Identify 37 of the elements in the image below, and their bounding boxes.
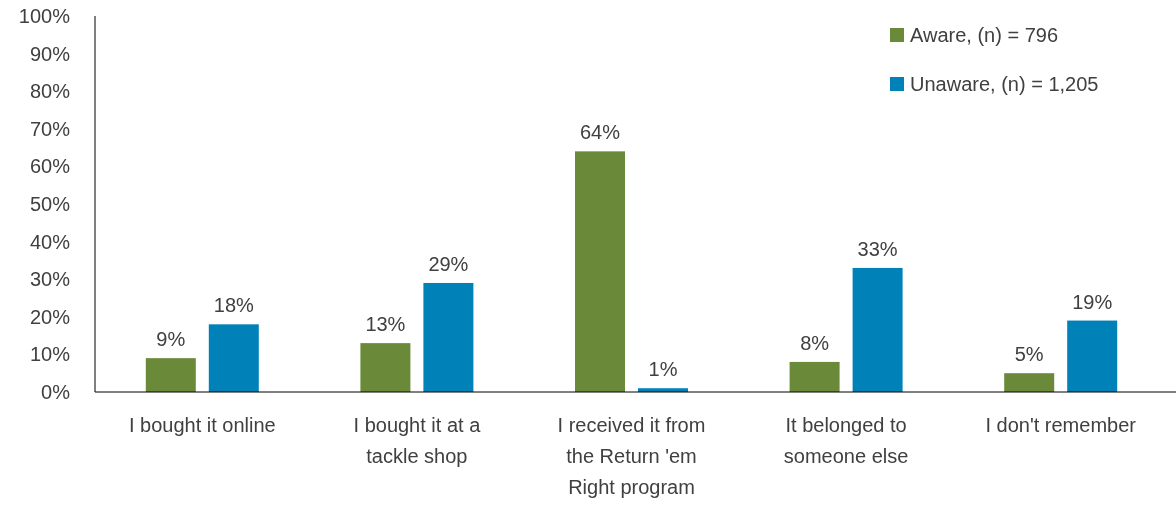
legend-label: Unaware, (n) = 1,205 <box>910 73 1099 95</box>
data-label: 18% <box>213 294 255 317</box>
y-tick-label: 0% <box>41 381 71 403</box>
x-tick-label: It belonged to someone else <box>783 414 909 467</box>
bar <box>423 282 474 392</box>
legend-label: Aware, (n) = 796 <box>910 24 1059 46</box>
bar <box>1004 373 1055 392</box>
data-label: 5% <box>1014 343 1044 366</box>
y-tick-label: 60% <box>29 155 71 178</box>
y-tick-label: 20% <box>29 305 71 328</box>
bar <box>789 361 840 392</box>
bar <box>1067 320 1118 392</box>
y-tick-label: 100% <box>18 5 71 27</box>
bar <box>360 343 411 392</box>
bar <box>575 151 625 392</box>
y-tick-label: 50% <box>29 193 71 215</box>
data-label: 19% <box>1072 290 1113 313</box>
data-label: 64% <box>579 121 621 144</box>
data-label: 13% <box>365 313 406 336</box>
y-tick-label: 80% <box>29 80 71 103</box>
bar <box>208 324 259 392</box>
x-tick-label: I don't remember <box>985 414 1137 436</box>
data-label: 9% <box>156 328 186 351</box>
x-tick-label: I received it from the Return 'em Right program <box>557 414 706 498</box>
data-label: 1% <box>648 358 678 381</box>
y-tick-label: 30% <box>29 268 71 291</box>
data-label: 8% <box>800 331 830 354</box>
x-tick-label: I bought it at a tackle shop <box>353 414 482 467</box>
y-tick-label: 10% <box>29 343 71 366</box>
x-tick-label: I bought it online <box>128 414 276 436</box>
y-tick-label: 70% <box>29 117 71 140</box>
y-tick-label: 90% <box>29 42 71 65</box>
bar <box>852 267 903 392</box>
bar <box>145 358 196 392</box>
y-tick-label: 40% <box>29 230 71 253</box>
data-label: 29% <box>428 252 469 275</box>
data-label: 33% <box>857 237 898 260</box>
